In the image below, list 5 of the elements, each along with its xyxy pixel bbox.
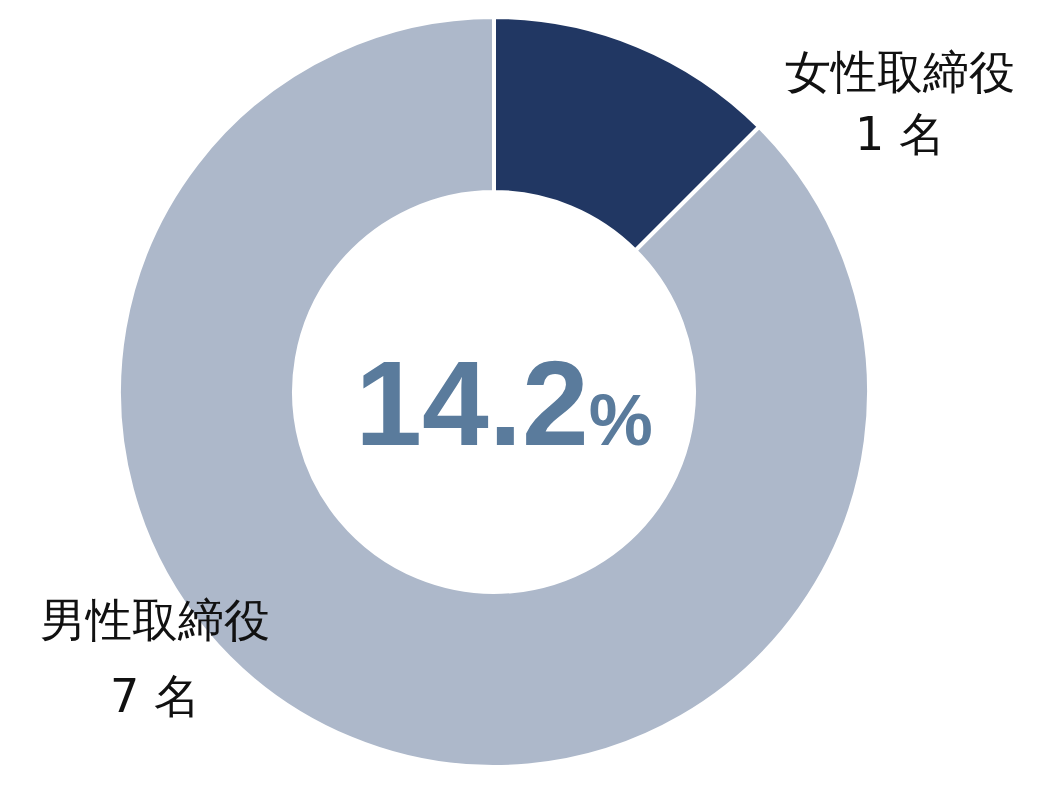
slice-label: 女性取締役 [785,45,1015,99]
slice-label: 男性取締役 [40,593,270,647]
data-label: 1 名 [855,107,945,161]
data-label: 7 名 [110,669,200,723]
text: 14.2% [355,336,653,470]
